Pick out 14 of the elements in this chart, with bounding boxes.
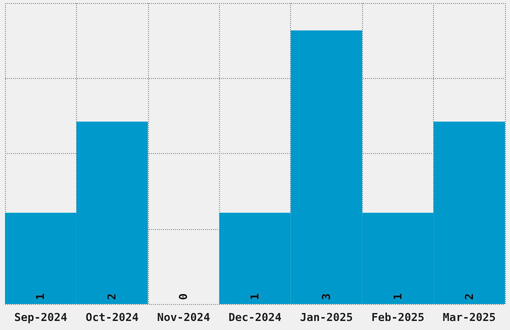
data-label: 0 <box>177 293 190 300</box>
data-label: 1 <box>34 293 48 300</box>
data-label: 2 <box>462 293 476 300</box>
data-label: 3 <box>320 293 333 300</box>
x-tick-label: Sep-2024 <box>14 311 68 324</box>
x-tick-label: Nov-2024 <box>157 311 210 324</box>
x-tick-label: Feb-2025 <box>371 311 424 324</box>
x-tick-label: Oct-2024 <box>86 311 140 324</box>
x-tick-label: Dec-2024 <box>228 311 282 324</box>
data-label: 1 <box>248 293 262 300</box>
x-tick-label: Mar-2025 <box>442 311 496 324</box>
x-tick-label: Jan-2025 <box>300 311 353 324</box>
data-label: 1 <box>391 293 404 300</box>
data-label: 2 <box>106 293 119 300</box>
